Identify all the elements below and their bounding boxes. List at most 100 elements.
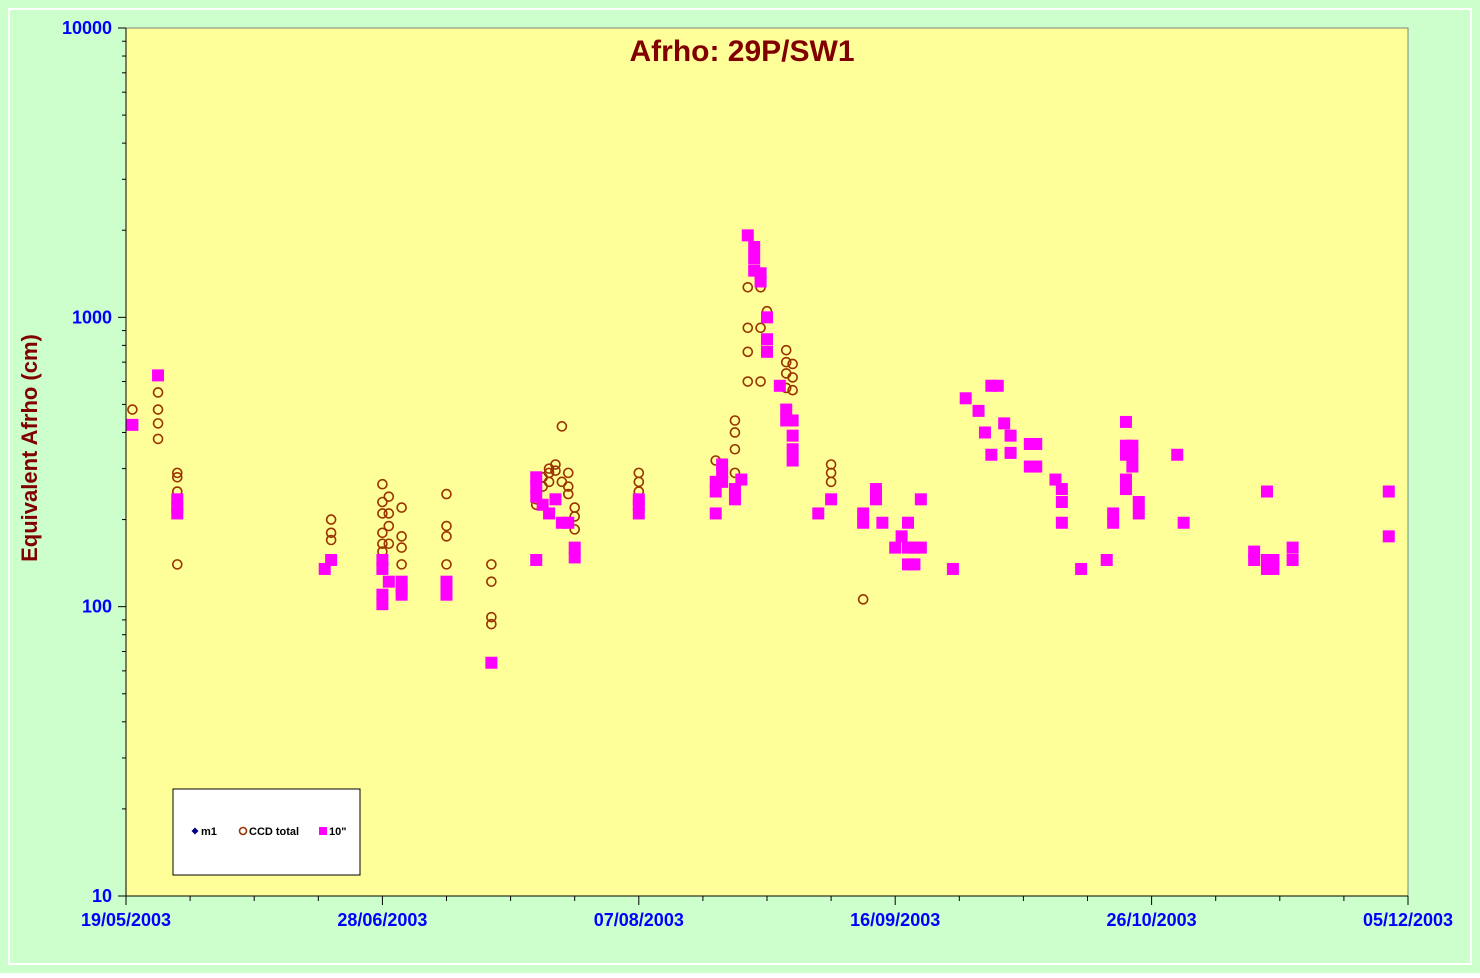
data-point-circle bbox=[383, 538, 395, 550]
data-point-square bbox=[728, 493, 741, 506]
data-point-square bbox=[1126, 448, 1139, 461]
data-point-square bbox=[914, 541, 927, 554]
data-point-square bbox=[812, 507, 825, 520]
legend-marker-circle bbox=[238, 826, 248, 836]
data-point-circle bbox=[787, 358, 798, 370]
data-point-circle bbox=[396, 542, 407, 553]
data-point-square bbox=[1286, 553, 1299, 566]
data-point-circle bbox=[857, 594, 869, 605]
data-point-circle bbox=[755, 322, 766, 334]
data-point-square bbox=[530, 480, 543, 493]
data-point-circle bbox=[543, 476, 555, 488]
data-point-square bbox=[985, 448, 998, 461]
x-tick-label: 19/05/2003 bbox=[81, 910, 171, 930]
data-point-square bbox=[562, 516, 575, 529]
data-point-square bbox=[914, 493, 927, 506]
chart-title: Afrho: 29P/SW1 bbox=[629, 35, 854, 68]
legend-marker-square bbox=[319, 827, 327, 835]
data-point-circle bbox=[569, 524, 581, 535]
data-point-circle bbox=[486, 559, 497, 570]
data-point-square bbox=[1119, 473, 1132, 486]
data-point-square bbox=[325, 553, 338, 566]
data-point-square bbox=[530, 471, 543, 484]
data-point-square bbox=[1126, 460, 1139, 473]
data-point-circle bbox=[486, 576, 497, 587]
data-point-square bbox=[1075, 562, 1088, 575]
data-point-square bbox=[902, 516, 915, 529]
data-point-circle bbox=[441, 531, 452, 542]
data-point-square bbox=[869, 493, 882, 506]
data-point-square bbox=[761, 311, 773, 324]
data-point-square bbox=[376, 562, 389, 575]
data-point-circle bbox=[325, 514, 337, 525]
data-point-circle bbox=[825, 476, 837, 488]
data-point-square bbox=[728, 483, 741, 496]
data-point-square bbox=[972, 404, 985, 417]
data-point-circle bbox=[550, 465, 561, 477]
y-tick-label: 1000 bbox=[72, 307, 112, 327]
data-point-square bbox=[1260, 485, 1273, 498]
data-point-square bbox=[485, 656, 498, 669]
legend-label-diamond: m1 bbox=[201, 826, 217, 838]
data-point-square bbox=[991, 379, 1004, 392]
data-point-square bbox=[1055, 516, 1068, 529]
data-point-square bbox=[1267, 562, 1280, 575]
data-point-square bbox=[786, 414, 799, 427]
x-tick-label: 26/10/2003 bbox=[1107, 910, 1197, 930]
data-point-square bbox=[395, 588, 408, 601]
y-tick-label: 10000 bbox=[62, 18, 112, 38]
data-point-square bbox=[568, 551, 581, 564]
data-point-square bbox=[1107, 507, 1120, 520]
data-point-circle bbox=[377, 527, 388, 539]
data-point-square bbox=[895, 530, 908, 543]
data-point-square bbox=[549, 493, 562, 506]
legend: m1 CCD total 10" bbox=[172, 788, 361, 876]
data-point-circle bbox=[787, 372, 798, 383]
data-point-square bbox=[959, 392, 972, 405]
data-point-circle bbox=[377, 478, 388, 490]
data-point-square bbox=[754, 275, 767, 288]
data-point-circle bbox=[152, 418, 164, 429]
data-point-square bbox=[709, 507, 722, 520]
data-point-square bbox=[773, 379, 786, 392]
data-point-circle bbox=[787, 384, 798, 396]
data-point-circle bbox=[742, 346, 754, 358]
data-point-square bbox=[761, 333, 773, 346]
data-point-circle bbox=[486, 611, 497, 623]
data-point-circle bbox=[742, 322, 754, 334]
data-point-circle bbox=[562, 481, 574, 492]
data-point-square bbox=[171, 507, 184, 520]
data-point-circle bbox=[569, 511, 581, 522]
data-point-square bbox=[382, 575, 395, 588]
data-point-square bbox=[376, 588, 389, 601]
data-point-square bbox=[978, 426, 991, 439]
x-tick-label: 07/08/2003 bbox=[594, 910, 684, 930]
data-point-square bbox=[716, 475, 729, 488]
data-point-circle bbox=[742, 376, 754, 387]
data-point-square bbox=[946, 562, 959, 575]
data-point-circle bbox=[780, 356, 792, 368]
data-point-square bbox=[543, 507, 556, 520]
data-point-square bbox=[376, 598, 389, 611]
data-point-square bbox=[1382, 530, 1395, 543]
data-point-square bbox=[748, 241, 761, 254]
series-circle bbox=[127, 281, 869, 630]
data-point-square bbox=[1171, 448, 1184, 461]
data-point-square bbox=[1004, 446, 1017, 459]
data-point-square bbox=[786, 454, 799, 467]
data-point-square bbox=[1055, 483, 1068, 496]
data-point-circle bbox=[441, 488, 452, 500]
data-point-square bbox=[1030, 437, 1043, 450]
data-point-circle bbox=[152, 433, 164, 445]
data-point-circle bbox=[152, 404, 164, 415]
x-tick-label: 28/06/2003 bbox=[337, 910, 427, 930]
data-point-square bbox=[568, 541, 581, 554]
data-point-circle bbox=[562, 488, 574, 500]
data-point-circle bbox=[755, 376, 766, 387]
data-point-square bbox=[889, 541, 902, 554]
data-point-circle bbox=[729, 427, 741, 438]
x-tick-label: 16/09/2003 bbox=[850, 910, 940, 930]
data-point-circle bbox=[383, 508, 395, 519]
data-point-square bbox=[1049, 473, 1062, 486]
data-point-circle bbox=[396, 559, 407, 570]
